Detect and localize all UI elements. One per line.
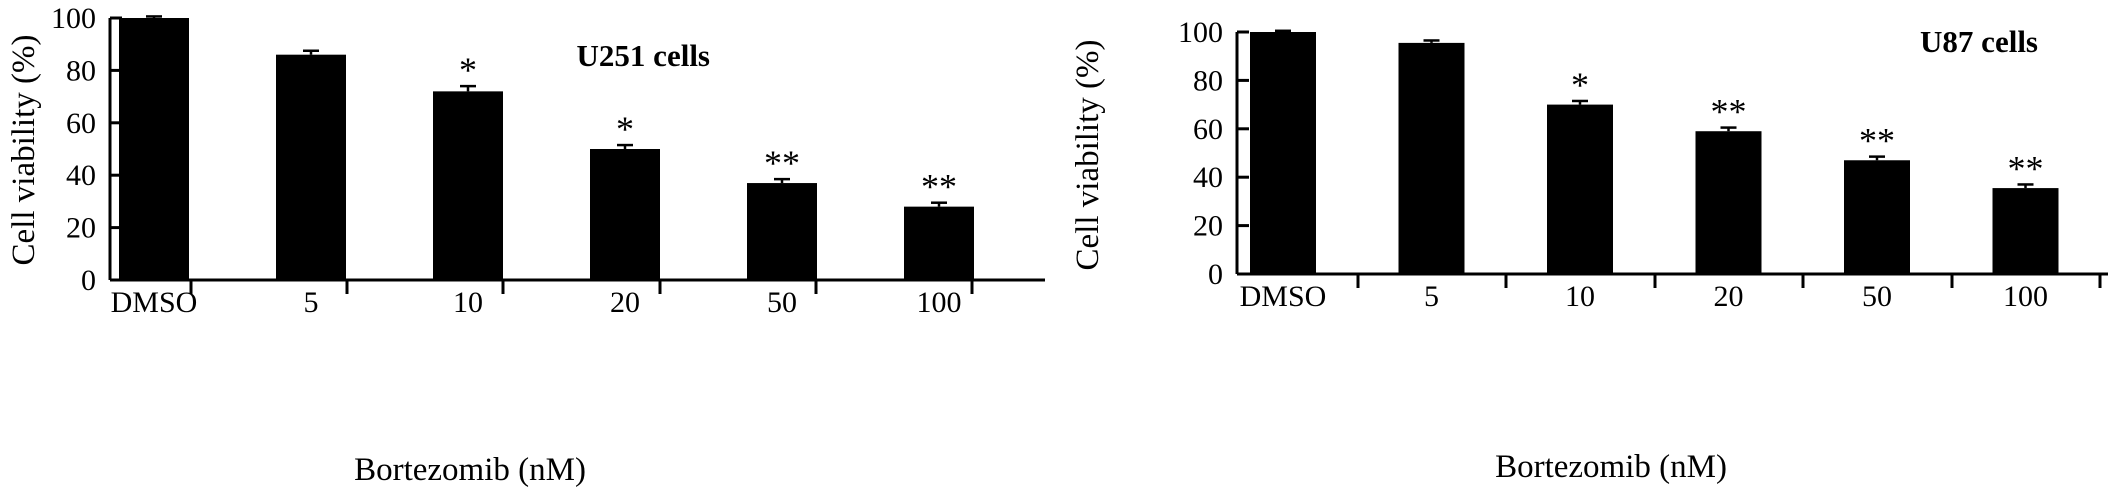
y-tick-label: 20 (1193, 210, 1223, 243)
category-label: 10 (1565, 280, 1595, 313)
significance-marker: ** (1711, 92, 1747, 132)
y-tick-label: 20 (66, 212, 96, 245)
category-label: 100 (917, 286, 962, 319)
y-tick-label: 0 (81, 264, 96, 297)
category-label: DMSO (1240, 280, 1327, 313)
bar-3 (590, 149, 660, 280)
bar-1 (276, 54, 346, 281)
category-label: 5 (304, 286, 319, 319)
bar-2 (433, 91, 503, 280)
y-tick-label: 60 (1193, 113, 1223, 146)
category-label: DMSO (111, 286, 198, 319)
significance-marker: ** (2008, 148, 2044, 188)
bar-0 (119, 18, 189, 280)
bar-2 (1547, 104, 1613, 274)
chart-panel-u87: 0 20 40 60 80 100 DMSO 5 * 10 ** 20 ** 50 ** 100 U87 cel… (1070, 16, 2108, 485)
category-label: 100 (2003, 280, 2048, 313)
significance-marker: * (1571, 65, 1589, 105)
bar-3 (1695, 131, 1762, 274)
bar-4 (1844, 160, 1910, 274)
significance-marker: ** (921, 167, 957, 207)
category-label: 50 (767, 286, 797, 319)
x-axis-label: Bortezomib (nM) (1495, 449, 1727, 485)
bar-0 (1250, 32, 1316, 274)
y-axis-label: Cell viability (%) (6, 35, 42, 266)
y-tick-label: 100 (1178, 16, 1223, 49)
panel-title: U87 cells (1920, 24, 2038, 59)
bar-5 (904, 206, 974, 280)
chart-panel-u251: 0 20 40 60 80 100 DMSO 5 * 10 * 20 ** 50 ** 100 U251 cel… (6, 2, 1045, 488)
y-tick-label: 80 (66, 54, 96, 87)
y-tick-label: 0 (1208, 258, 1223, 291)
y-tick-label: 100 (51, 2, 96, 35)
category-label: 5 (1424, 280, 1439, 313)
bar-1 (1398, 42, 1465, 274)
panel-title: U251 cells (577, 38, 710, 73)
bar-4 (747, 183, 817, 280)
significance-marker: * (616, 109, 634, 149)
significance-marker: ** (764, 143, 800, 183)
category-label: 20 (610, 286, 640, 319)
y-axis-label: Cell viability (%) (1070, 40, 1106, 271)
y-tick-label: 80 (1193, 64, 1223, 97)
x-axis-label: Bortezomib (nM) (354, 452, 586, 488)
bar-5 (1992, 188, 2059, 274)
y-tick-label: 60 (66, 107, 96, 140)
category-label: 50 (1862, 280, 1892, 313)
y-tick-label: 40 (1193, 161, 1223, 194)
significance-marker: ** (1859, 121, 1895, 161)
category-label: 10 (453, 286, 483, 319)
y-tick-label: 40 (66, 159, 96, 192)
category-label: 20 (1714, 280, 1744, 313)
significance-marker: * (459, 50, 477, 90)
